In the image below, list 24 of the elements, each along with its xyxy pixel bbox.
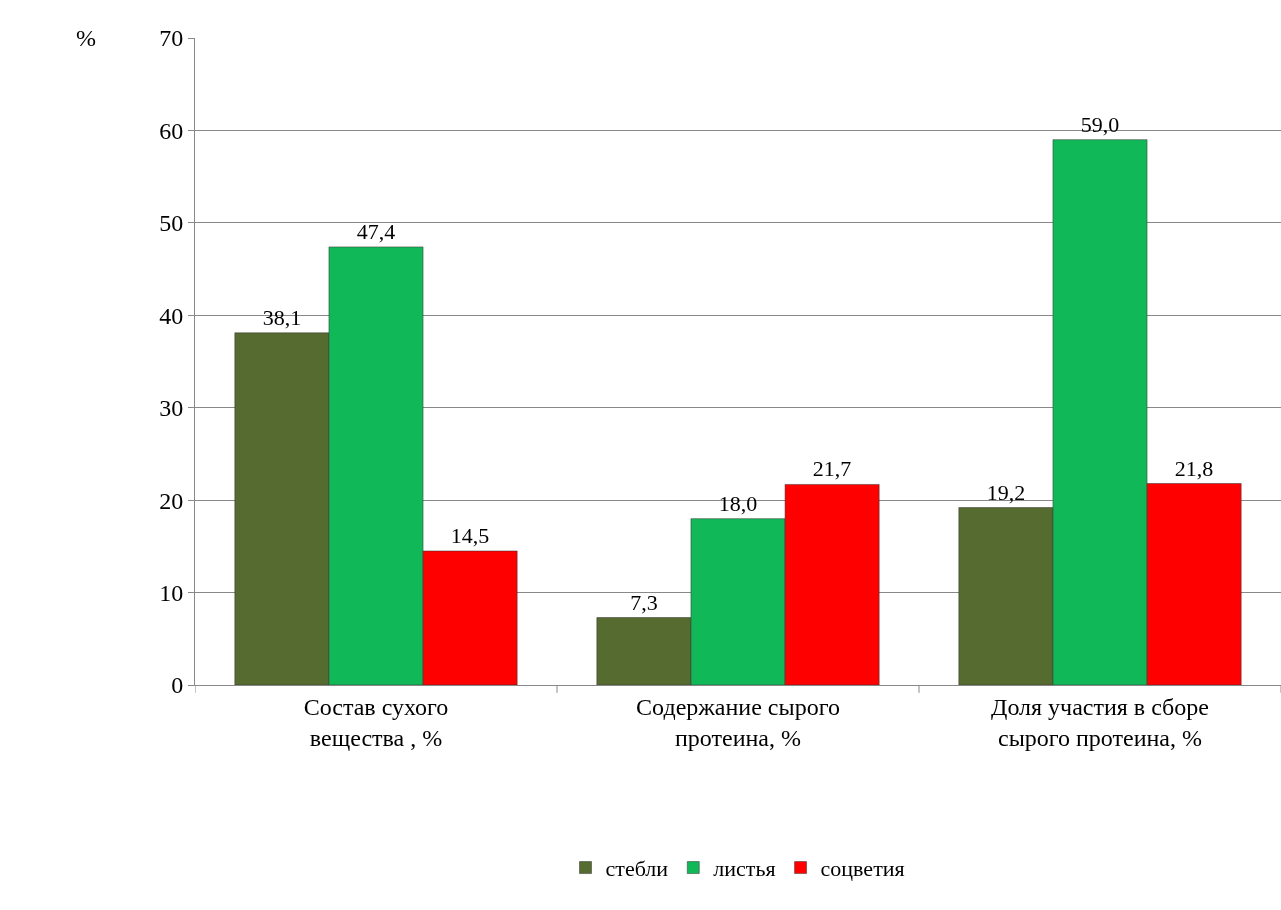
y-tick-label: 0 bbox=[171, 672, 184, 699]
text: 7,3 bbox=[630, 589, 658, 615]
y-tick-label: 70 bbox=[159, 25, 184, 52]
y-tick-label: 20 bbox=[159, 487, 184, 514]
y-axis-title: % bbox=[76, 25, 96, 51]
y-tick-label: 10 bbox=[159, 579, 184, 606]
x-tick-label: Доля участия в сборе сырого протеина, % bbox=[991, 693, 1209, 751]
text: 38,1 bbox=[262, 304, 302, 330]
text: 14,5 bbox=[450, 522, 490, 548]
text: 59,0 bbox=[1080, 111, 1120, 137]
y-tick-label: 50 bbox=[159, 210, 184, 237]
legend-label: соцветия bbox=[820, 856, 905, 882]
text: 21,8 bbox=[1174, 455, 1214, 481]
text: 21,7 bbox=[812, 456, 852, 482]
text: 47,4 bbox=[356, 218, 396, 244]
y-tick-label: 40 bbox=[159, 302, 184, 329]
text: 18,0 bbox=[718, 490, 758, 516]
y-tick-label: 60 bbox=[159, 117, 184, 144]
legend-label: стебли bbox=[605, 856, 669, 882]
text: 19,2 bbox=[986, 479, 1026, 505]
legend-label: листья bbox=[713, 856, 776, 882]
x-tick-label: Состав сухого вещества , % bbox=[303, 693, 449, 751]
x-tick-label: Содержание сырого протеина, % bbox=[636, 693, 840, 751]
y-tick-label: 30 bbox=[159, 395, 184, 422]
